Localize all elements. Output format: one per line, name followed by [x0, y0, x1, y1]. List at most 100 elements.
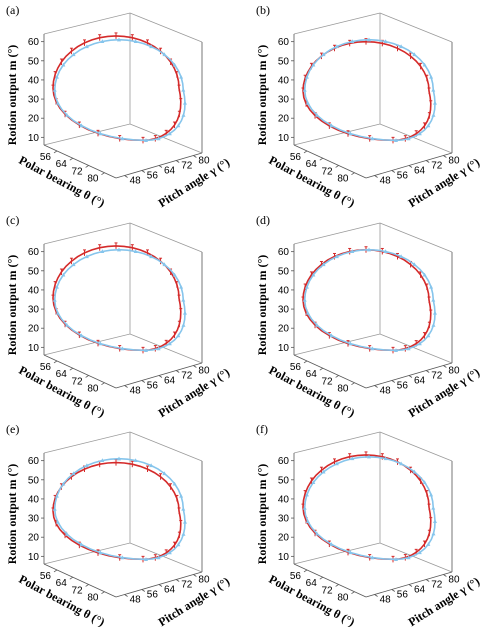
y-tick-mark	[374, 594, 378, 597]
data-point-marker	[394, 348, 398, 352]
data-point-marker	[305, 310, 310, 315]
data-point-marker	[149, 44, 154, 49]
y-tick-label: 72	[181, 371, 193, 382]
z-tick-label: 30	[278, 514, 290, 525]
x-axis-line	[293, 354, 367, 389]
z-tick-label: 10	[278, 552, 290, 563]
z-tick-label: 30	[28, 305, 40, 316]
z-tick-label: 20	[278, 114, 290, 125]
data-point-marker	[431, 297, 436, 302]
back-edge-top-right	[379, 431, 453, 462]
data-point-marker	[329, 542, 334, 546]
y-tick-mark	[391, 589, 396, 592]
floor-edge-left	[43, 542, 131, 565]
z-tick-label: 20	[28, 114, 40, 125]
x-tick-label: 72	[322, 166, 334, 177]
data-point-marker	[182, 519, 187, 524]
y-tick-label: 64	[164, 585, 176, 596]
data-point-marker	[311, 480, 316, 485]
data-point-marker	[370, 555, 375, 560]
panel-label: (f)	[256, 422, 268, 436]
data-point-marker	[417, 550, 422, 555]
y-tick-mark	[124, 594, 128, 597]
x-tick-label: 64	[306, 369, 318, 380]
data-point-marker	[176, 333, 181, 338]
data-point-marker	[334, 44, 339, 49]
x-tick-label: 80	[337, 384, 349, 395]
data-point-marker	[321, 469, 326, 474]
x-tick-label: 56	[290, 152, 302, 163]
z-tick-label: 30	[28, 514, 40, 525]
x-tick-mark	[303, 569, 308, 573]
data-point-marker	[426, 123, 431, 128]
data-point-marker	[162, 262, 167, 267]
data-point-marker	[120, 555, 125, 560]
z-tick-label: 40	[28, 75, 40, 86]
back-edge-top-left	[43, 12, 131, 35]
z-tick-label: 60	[278, 456, 290, 467]
data-point-marker	[422, 62, 427, 67]
floor-edge-left	[293, 542, 381, 565]
panel-label: (b)	[256, 3, 270, 17]
y-tick-label: 80	[448, 575, 460, 586]
data-point-marker	[426, 542, 431, 546]
y-tick-label: 56	[397, 381, 409, 392]
axes-box	[41, 431, 203, 598]
data-point-marker	[417, 131, 422, 136]
y-tick-mark	[124, 175, 128, 178]
z-tick-label: 30	[278, 95, 290, 106]
y-tick-label: 80	[198, 575, 210, 586]
series-red	[51, 242, 183, 354]
x-tick-mark	[303, 150, 308, 154]
floor-edge-left	[293, 123, 381, 146]
data-point-marker	[79, 542, 84, 547]
x-tick-label: 64	[56, 369, 68, 380]
x-tick-mark	[319, 367, 324, 371]
y-tick-label: 56	[147, 381, 159, 392]
data-point-marker	[182, 100, 187, 105]
y-tick-label: 48	[380, 595, 392, 606]
floor-edge-left	[43, 333, 131, 356]
y-tick-label: 48	[130, 176, 142, 187]
y-tick-mark	[158, 584, 163, 587]
y-tick-label: 72	[431, 580, 443, 591]
series-blue	[302, 454, 437, 561]
data-point-marker	[181, 297, 186, 302]
x-axis-line	[293, 144, 367, 179]
z-tick-label: 60	[278, 37, 290, 48]
y-tick-label: 72	[181, 580, 193, 591]
data-point-marker	[84, 254, 89, 259]
axes-box	[291, 12, 453, 179]
y-tick-mark	[141, 589, 146, 592]
data-point-marker	[406, 346, 411, 351]
data-point-marker	[305, 100, 310, 105]
z-tick-label: 40	[278, 494, 290, 505]
y-tick-label: 56	[147, 590, 159, 601]
x-tick-label: 56	[290, 571, 302, 582]
z-tick-label: 40	[278, 285, 290, 296]
data-point-marker	[431, 531, 436, 536]
data-point-marker	[149, 463, 154, 468]
x-tick-mark	[69, 157, 74, 161]
data-point-marker	[61, 481, 66, 486]
z-tick-label: 50	[28, 266, 40, 277]
data-point-marker	[417, 341, 422, 346]
z-tick-label: 10	[28, 133, 40, 144]
z-tick-label: 10	[28, 343, 40, 354]
data-point-marker	[304, 284, 309, 289]
data-point-marker	[412, 469, 417, 474]
floor-edge-right	[379, 333, 453, 364]
y-tick-mark	[193, 155, 197, 158]
y-tick-label: 80	[448, 156, 460, 167]
floor-edge-left	[293, 333, 381, 356]
z-tick-label: 50	[28, 475, 40, 486]
data-point-marker	[394, 138, 398, 142]
data-point-marker	[133, 39, 138, 44]
y-tick-mark	[175, 160, 180, 163]
x-tick-label: 80	[87, 174, 99, 185]
